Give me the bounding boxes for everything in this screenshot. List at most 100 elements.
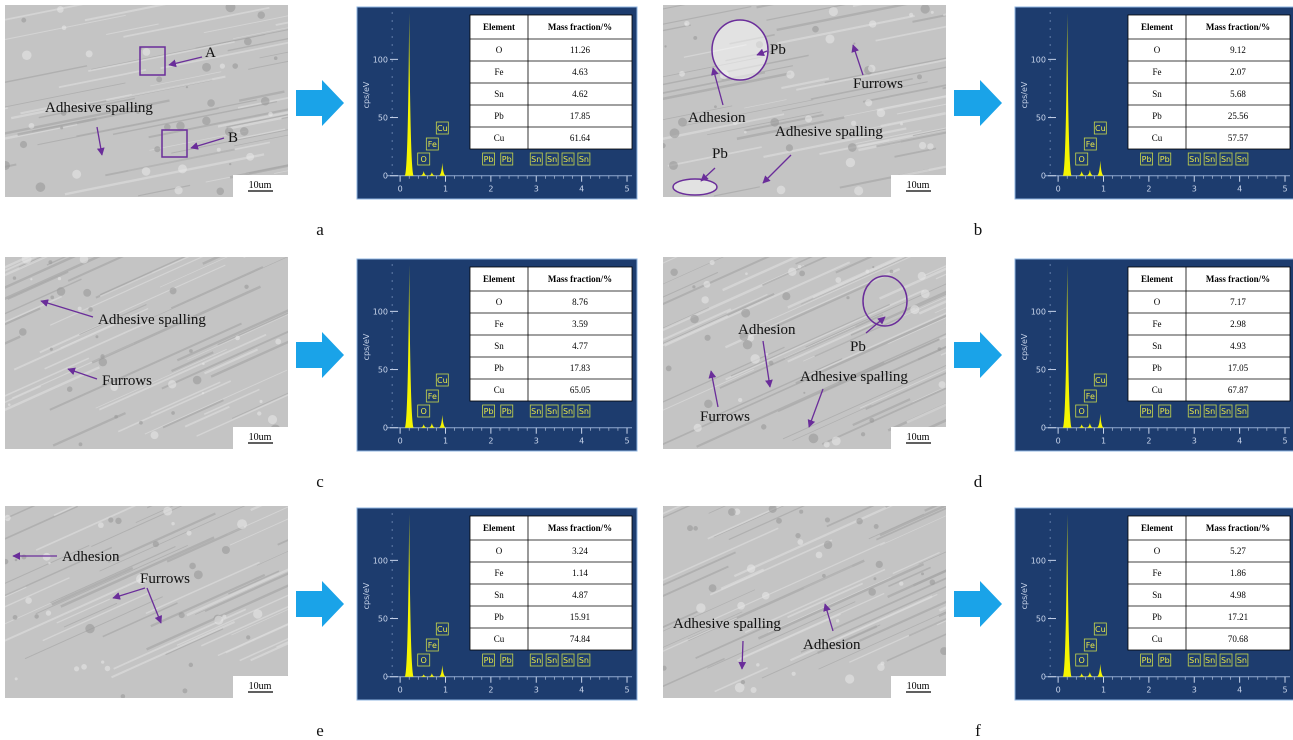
sem-speck [803, 392, 805, 394]
sem-speck [938, 347, 942, 351]
y-tick-label: 50 [1036, 366, 1046, 375]
table-cell: Pb [494, 363, 504, 373]
sem-speck [72, 170, 81, 179]
sem-speck [854, 186, 863, 195]
sem-streak [251, 468, 344, 510]
sem-speck [244, 38, 252, 46]
sem-speck [25, 597, 32, 604]
sem-speck [36, 182, 46, 192]
y-tick-label: 0 [383, 673, 388, 682]
sem-speck [57, 287, 66, 296]
sem-speck [217, 188, 225, 196]
annotation: Pb [770, 42, 786, 58]
sem-speck [865, 99, 872, 106]
sem-speck [50, 296, 54, 300]
table-cell: O [1154, 546, 1161, 556]
table-cell: 57.57 [1228, 133, 1249, 143]
table-background [1128, 267, 1290, 401]
sem-speck [756, 663, 759, 666]
sem-speck [745, 272, 748, 275]
sem-streak [287, 655, 351, 684]
x-tick-label: 3 [534, 686, 539, 695]
sem-speck [21, 555, 26, 560]
peak-label: Sn [579, 656, 589, 665]
sem-streak [203, 216, 310, 264]
sem-speck [750, 354, 760, 364]
sem-speck [693, 526, 698, 531]
peak-label: O [1079, 155, 1085, 164]
peak-label: Sn [547, 656, 557, 665]
sem-speck [189, 563, 196, 570]
peak-label: Cu [437, 376, 448, 385]
annotation: Adhesion [803, 637, 861, 653]
sem-speck [202, 63, 211, 72]
sem-speck [202, 362, 205, 365]
table-cell: 7.17 [1230, 297, 1246, 307]
table-cell: Cu [494, 385, 505, 395]
sem-speck [670, 128, 680, 138]
sem-speck [274, 56, 278, 60]
sem-speck [769, 361, 774, 366]
sem-streak [947, 298, 1019, 330]
table-cell: 25.56 [1228, 111, 1249, 121]
sem-speck [687, 525, 693, 531]
spectrum: 050100012345cps/eVOFeCuPbPbSnSnSnSnEleme… [357, 7, 637, 199]
sem-streak [946, 301, 1000, 325]
sem-speck [193, 376, 202, 385]
sem-background [5, 506, 288, 698]
sem-speck [43, 553, 51, 561]
sem-speck [930, 579, 936, 585]
peak-label: O [1079, 656, 1085, 665]
y-tick-label: 100 [1031, 556, 1046, 565]
y-tick-label: 50 [378, 366, 388, 375]
table-cell: 3.24 [572, 546, 588, 556]
table-cell: 4.98 [1230, 590, 1246, 600]
sem-speck [178, 164, 187, 173]
sem-speck [777, 186, 786, 195]
table-background [470, 516, 632, 650]
table-cell: Sn [1152, 341, 1162, 351]
peak-label: Pb [1160, 407, 1170, 416]
sem-speck [661, 666, 666, 671]
sem-speck [257, 411, 261, 415]
table-cell: 1.86 [1230, 568, 1246, 578]
sem-speck [669, 161, 678, 170]
sem-speck [202, 392, 204, 394]
sem-streak [943, 74, 1017, 89]
table-cell: O [496, 546, 503, 556]
sem-speck [741, 680, 745, 684]
peak-label: Sn [1189, 407, 1199, 416]
peak-label: Pb [1142, 155, 1152, 164]
y-tick-label: 50 [1036, 615, 1046, 624]
sem-speck [890, 270, 894, 274]
peak-label: O [421, 407, 427, 416]
peak-label: Pb [502, 656, 512, 665]
table-cell: Sn [494, 590, 504, 600]
sem-speck [899, 581, 903, 585]
sem-speck [168, 380, 176, 388]
annotation: Pb [712, 146, 728, 162]
table-cell: 11.26 [570, 45, 590, 55]
sem-speck [60, 126, 63, 129]
sem-speck [743, 340, 752, 349]
sem-speck [836, 619, 839, 622]
table-cell: Pb [1152, 363, 1162, 373]
table-cell: Cu [494, 133, 505, 143]
sem-streak [925, 490, 971, 511]
scale-bar-label: 10um [249, 180, 272, 191]
peak-label: Sn [563, 656, 573, 665]
table-cell: 4.77 [572, 341, 588, 351]
sem-speck [139, 421, 143, 425]
table-header: Mass fraction/% [1206, 523, 1270, 533]
sem-speck [8, 403, 11, 406]
x-tick-label: 5 [1282, 686, 1287, 695]
table-cell: Fe [495, 67, 504, 77]
table-cell: 15.91 [570, 612, 590, 622]
annotation: Adhesive spalling [45, 100, 153, 116]
sem-speck [220, 63, 225, 68]
sem-speck [816, 552, 823, 559]
sem-speck [176, 122, 185, 131]
table-cell: Pb [1152, 612, 1162, 622]
sem-speck [940, 647, 948, 655]
sem-speck [171, 522, 174, 525]
